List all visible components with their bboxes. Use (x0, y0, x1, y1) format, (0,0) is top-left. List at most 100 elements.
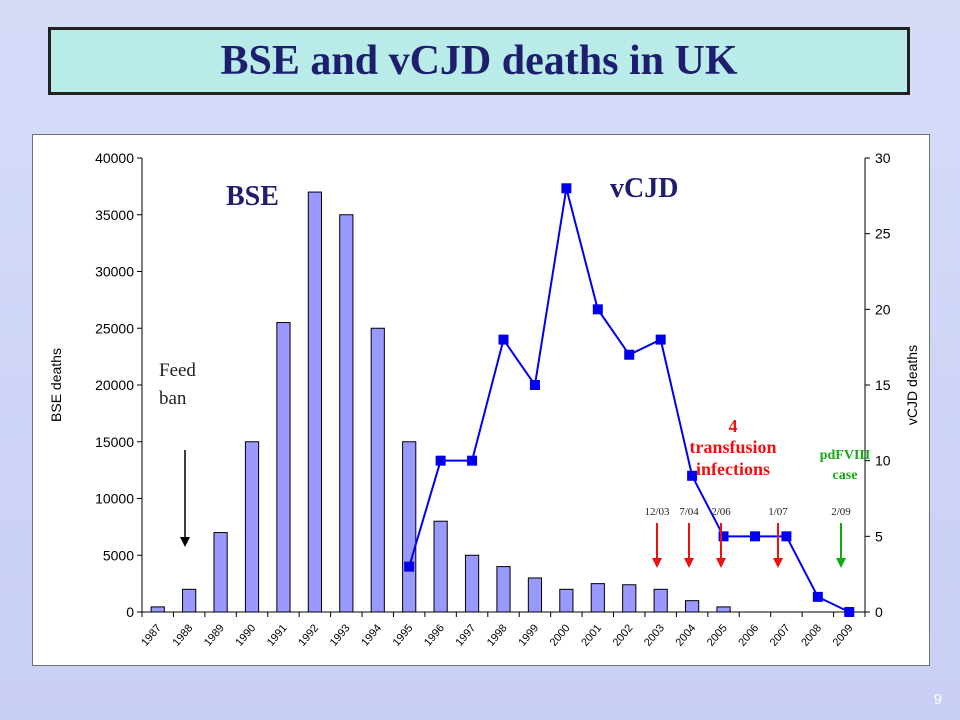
vcjd-point (624, 349, 635, 360)
x-tick-label: 1987 (139, 622, 164, 648)
event-date-label: 2/06 (711, 506, 731, 518)
right-tick-label: 0 (875, 604, 883, 620)
transfusion-label: infections (696, 459, 770, 479)
x-tick-label: 1998 (485, 622, 510, 648)
slide-title: BSE and vCJD deaths in UK (220, 38, 738, 84)
bse-bar (559, 588, 574, 613)
event-date-label: 7/04 (679, 506, 699, 518)
vcjd-point (781, 531, 792, 542)
transfusion-label: 4 (729, 416, 738, 436)
title-box: BSE and vCJD deaths in UK (48, 27, 910, 95)
right-tick-label: 20 (875, 301, 891, 317)
x-tick-label: 2003 (642, 622, 667, 648)
left-tick-label: 35000 (95, 207, 134, 223)
vcjd-point (812, 591, 823, 602)
x-tick-label: 1993 (328, 622, 353, 648)
bse-bar (496, 566, 511, 613)
x-tick-label: 1994 (359, 622, 384, 648)
bse-bar (213, 532, 228, 613)
feed-ban-arrowhead (180, 537, 190, 547)
left-axis-title: BSE deaths (48, 348, 64, 422)
x-tick-label: 2001 (579, 622, 604, 648)
x-tick-label: 1988 (171, 622, 196, 648)
chart-panel: 0 5000 10000 15000 20000 25000 30000 35000 40000… (32, 134, 930, 666)
x-tick-label: 1999 (516, 622, 541, 648)
x-tick-label: 1997 (453, 622, 478, 648)
vcjd-point (467, 455, 478, 466)
event-date-label: 1/07 (768, 506, 788, 518)
right-tick-label: 15 (875, 377, 891, 393)
bse-bar (716, 606, 731, 613)
vcjd-point (718, 531, 729, 542)
x-tick-label: 1989 (202, 622, 227, 648)
chart: 0500010000150002000025000300003500040000… (48, 150, 920, 649)
vcjd-point (498, 334, 509, 345)
bse-bar (182, 588, 197, 613)
bse-bar (464, 554, 480, 613)
x-tick-label: 2000 (548, 622, 573, 648)
bse-bar (339, 214, 354, 613)
x-tick-label: 2008 (799, 622, 824, 648)
bse-bar (527, 577, 543, 613)
bse-bar (685, 600, 700, 613)
bse-bar (307, 191, 322, 613)
vcjd-point (404, 561, 415, 572)
vcjd-point (749, 531, 760, 542)
bse-series-label: BSE (226, 181, 279, 212)
vcjd-point (529, 380, 540, 390)
transfusion-arrowhead (716, 558, 726, 568)
x-tick-label: 1992 (296, 622, 321, 648)
bse-bar (433, 520, 448, 613)
event-date-label: 2/09 (831, 506, 851, 518)
x-tick-label: 2006 (736, 622, 761, 648)
vcjd-point (435, 455, 446, 466)
x-tick-label: 2002 (611, 622, 636, 648)
left-tick-label: 30000 (95, 264, 134, 280)
x-tick-label: 1995 (391, 622, 416, 648)
transfusion-arrowhead (684, 558, 694, 568)
vcjd-point (844, 607, 855, 617)
left-tick-label: 5000 (103, 547, 134, 563)
feed-ban-label: Feed (159, 360, 196, 381)
left-tick-label: 25000 (95, 320, 134, 336)
pdfviii-label: pdFVIII (820, 448, 871, 463)
bse-bar (244, 441, 260, 613)
vcjd-point (687, 470, 698, 481)
x-tick-label: 2009 (831, 622, 856, 648)
vcjd-series-label: vCJD (610, 173, 678, 204)
bse-bar (370, 327, 385, 613)
event-date-label: 12/03 (644, 506, 670, 518)
x-tick-label: 2005 (705, 622, 730, 648)
slide-number: 9 (933, 691, 942, 708)
bse-bar (653, 588, 668, 613)
right-tick-label: 10 (875, 453, 891, 469)
vcjd-series-line (408, 188, 850, 613)
transfusion-arrowhead (652, 558, 662, 568)
vcjd-point (655, 334, 666, 345)
feed-ban-label: ban (159, 388, 187, 409)
left-tick-label: 20000 (95, 377, 134, 393)
right-tick-label: 30 (875, 150, 891, 166)
bse-bar (276, 322, 291, 613)
bse-bar (150, 606, 165, 613)
transfusion-label: transfusion (689, 437, 776, 457)
bse-bar (590, 583, 605, 613)
bse-bar (402, 441, 417, 613)
right-tick-label: 25 (875, 226, 891, 242)
transfusion-arrowhead (773, 558, 783, 568)
x-tick-label: 1990 (233, 622, 258, 648)
pdfviii-label: case (833, 468, 858, 483)
pdfviii-arrowhead (836, 558, 846, 568)
bse-bar (622, 584, 637, 613)
left-tick-label: 0 (126, 604, 134, 620)
x-tick-label: 2007 (768, 622, 793, 648)
x-tick-label: 1996 (422, 622, 447, 648)
vcjd-point (592, 304, 603, 315)
left-tick-label: 15000 (95, 434, 134, 450)
x-tick-label: 2004 (673, 622, 698, 648)
right-axis-title: vCJD deaths (904, 345, 920, 425)
vcjd-point (561, 183, 572, 194)
left-tick-label: 10000 (95, 491, 134, 507)
right-tick-label: 5 (875, 528, 883, 544)
left-tick-label: 40000 (95, 150, 134, 166)
